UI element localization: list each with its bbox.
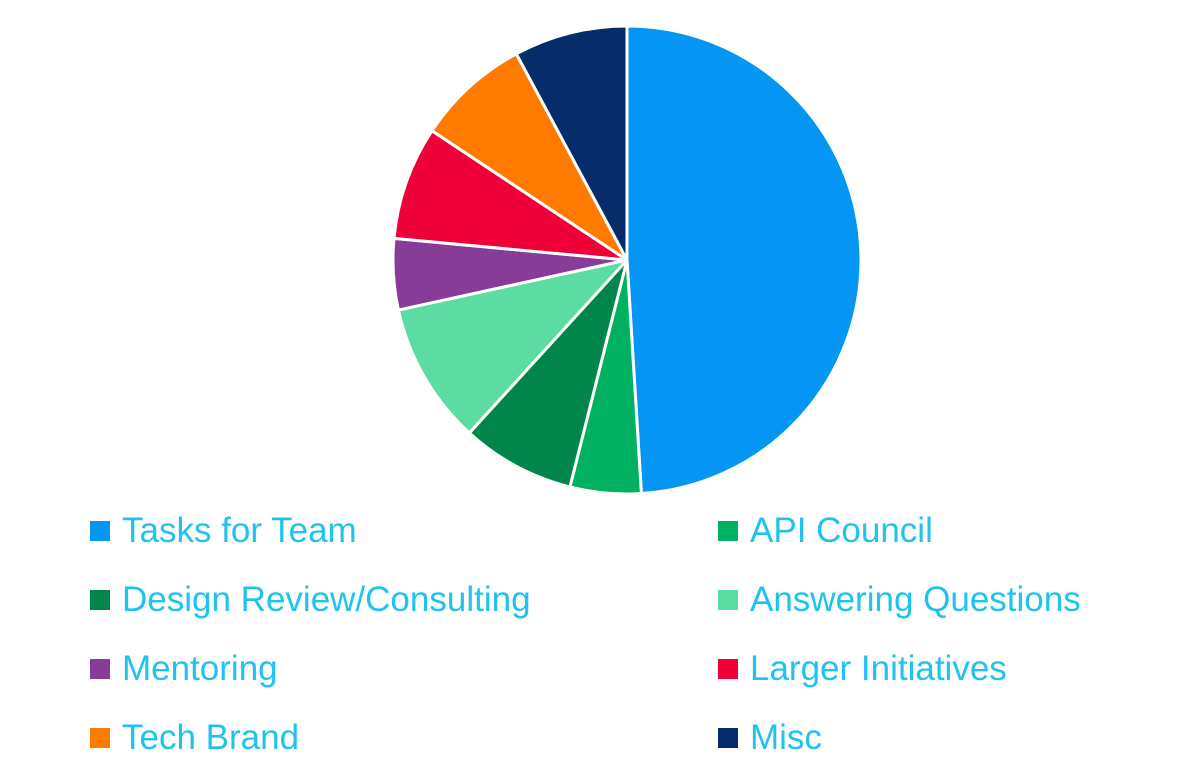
pie-slice-tech-brand — [430, 52, 629, 262]
legend-item-misc: Misc — [718, 713, 822, 763]
pie-slice-design-review-consulting — [467, 258, 629, 489]
pie-chart — [391, 24, 863, 496]
legend-swatch — [90, 590, 110, 610]
pie-slice-tasks-for-team — [625, 24, 863, 496]
legend-swatch — [718, 521, 738, 541]
legend-label: Tasks for Team — [122, 511, 357, 550]
legend-item-larger-initiatives: Larger Initiatives — [718, 644, 1007, 694]
legend-label: Design Review/Consulting — [122, 580, 531, 619]
legend-item-design-review-consulting: Design Review/Consulting — [90, 575, 531, 625]
legend-swatch — [718, 728, 738, 748]
legend-item-tech-brand: Tech Brand — [90, 713, 299, 763]
legend-label: Tech Brand — [122, 718, 300, 757]
legend-swatch — [90, 521, 110, 541]
pie-slice-answering-questions — [396, 258, 629, 435]
legend: Tasks for Team API Council Design Review… — [0, 500, 1200, 783]
legend-label: Misc — [750, 718, 822, 757]
legend-label: API Council — [750, 511, 933, 550]
legend-swatch — [90, 728, 110, 748]
legend-label: Mentoring — [122, 649, 278, 688]
legend-item-answering-questions: Answering Questions — [718, 575, 1081, 625]
legend-label: Answering Questions — [750, 580, 1081, 619]
legend-item-tasks-for-team: Tasks for Team — [90, 506, 357, 556]
legend-label: Larger Initiatives — [750, 649, 1007, 688]
legend-swatch — [718, 659, 738, 679]
legend-swatch — [90, 659, 110, 679]
legend-item-api-council: API Council — [718, 506, 933, 556]
pie-slice-larger-initiatives — [392, 129, 629, 262]
pie-slice-misc — [514, 24, 629, 262]
legend-swatch — [718, 590, 738, 610]
legend-item-mentoring: Mentoring — [90, 644, 278, 694]
